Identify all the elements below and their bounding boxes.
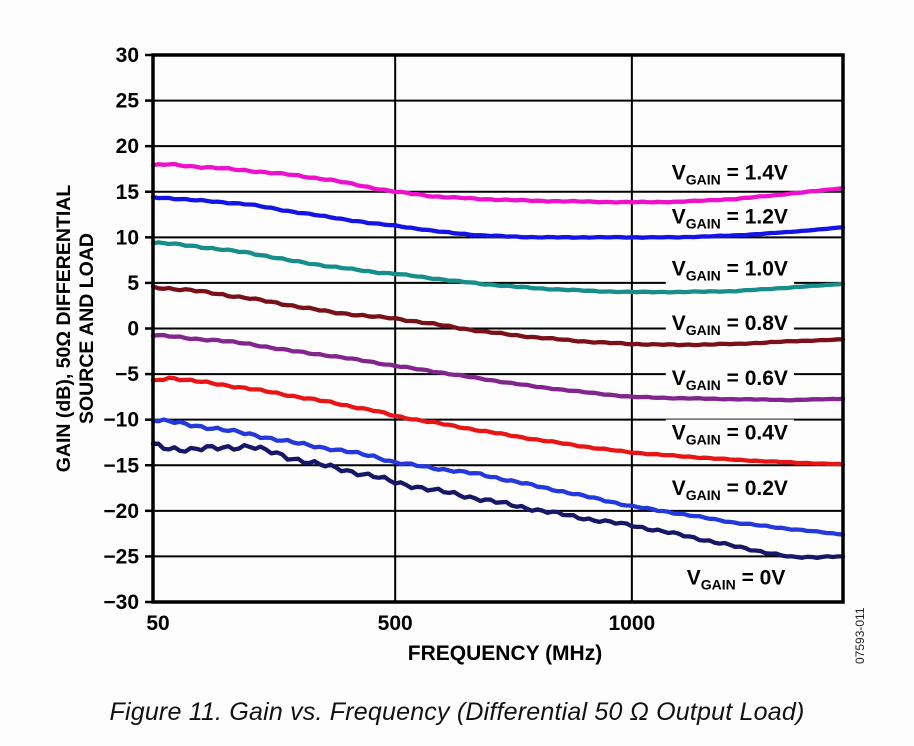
watermark-code: 07593-011 <box>853 607 867 664</box>
series-label-text: VGAIN = 0V <box>687 566 786 592</box>
y-tick-label: 20 <box>116 135 139 158</box>
series-label-vgain-0.2V: VGAIN = 0.2V <box>665 475 794 506</box>
series-label-vgain-0.4V: VGAIN = 0.4V <box>665 419 794 450</box>
series-line-vgain-1.2V <box>150 194 846 240</box>
series-label-box <box>680 564 792 595</box>
x-tick-label: 500 <box>378 612 413 635</box>
series-line-vgain-0V <box>150 441 846 561</box>
y-tick-label: −25 <box>103 545 139 568</box>
y-tick-label: −15 <box>103 454 139 477</box>
series-label-text: VGAIN = 0.6V <box>672 367 788 393</box>
series-label-box <box>665 310 794 341</box>
series-label-vgain-0.8V: VGAIN = 0.8V <box>665 310 794 341</box>
series-line-vgain-0.2V <box>150 417 846 537</box>
series-label-vgain-1.2V: VGAIN = 1.2V <box>665 203 794 234</box>
plot-border <box>151 53 845 604</box>
series-label-text: VGAIN = 0.8V <box>672 312 788 338</box>
y-axis-title: GAIN (dB), 50Ω DIFFERENTIALSOURCE AND LO… <box>53 185 98 473</box>
series-label-box <box>665 203 794 234</box>
series-line-vgain-1.4V <box>150 161 846 205</box>
series-label-box <box>665 364 794 395</box>
series-line-vgain-0.4V <box>150 375 846 467</box>
y-tick-label: −30 <box>103 591 139 614</box>
y-tick-label: 30 <box>116 44 139 67</box>
series-label-text: VGAIN = 0.2V <box>672 477 788 503</box>
series-line-vgain-0.6V <box>150 332 846 403</box>
x-tick-label: 1000 <box>609 612 656 635</box>
y-tick-label: 10 <box>116 226 139 249</box>
series-label-vgain-0.6V: VGAIN = 0.6V <box>665 364 794 395</box>
series-label-vgain-1.0V: VGAIN = 1.0V <box>665 255 794 286</box>
series-label-box <box>665 159 794 190</box>
series-line-vgain-1.0V <box>150 240 846 295</box>
y-tick-label: 15 <box>116 181 140 204</box>
x-tick-label: 50 <box>146 612 169 635</box>
series-label-vgain-1.4V: VGAIN = 1.4V <box>665 159 794 190</box>
y-tick-label: −5 <box>115 363 139 386</box>
series-label-text: VGAIN = 0.4V <box>672 422 788 448</box>
series-line-vgain-0.8V <box>150 284 846 348</box>
series-label-vgain-0V: VGAIN = 0V <box>680 564 792 595</box>
y-tick-label: −20 <box>103 500 139 523</box>
series-label-box <box>665 255 794 286</box>
series-label-text: VGAIN = 1.2V <box>672 205 788 231</box>
x-axis-title: FREQUENCY (MHz) <box>408 642 602 665</box>
figure-caption: Figure 11. Gain vs. Frequency (Different… <box>109 698 805 726</box>
y-tick-label: 5 <box>127 272 139 295</box>
series-label-box <box>665 475 794 506</box>
y-tick-label: 25 <box>116 90 140 113</box>
series-label-box <box>665 419 794 450</box>
series-label-text: VGAIN = 1.4V <box>672 162 788 188</box>
series-label-text: VGAIN = 1.0V <box>672 257 788 283</box>
y-tick-label: −10 <box>103 409 139 432</box>
y-tick-label: 0 <box>127 318 139 341</box>
